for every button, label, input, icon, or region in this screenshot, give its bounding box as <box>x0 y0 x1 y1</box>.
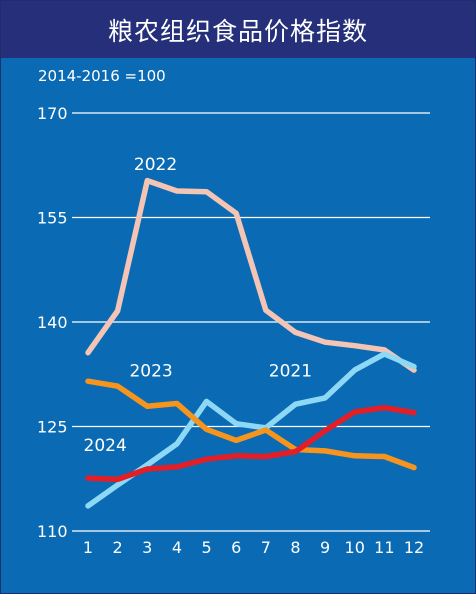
series-line-2022 <box>85 177 417 373</box>
x-tick-label: 12 <box>404 538 424 557</box>
x-tick-label: 7 <box>261 538 271 557</box>
series-line-2024 <box>85 404 417 483</box>
y-tick-label: 125 <box>37 418 68 437</box>
chart-title: 粮农组织食品价格指数 <box>1 1 475 58</box>
x-tick-label: 5 <box>201 538 211 557</box>
series-label-2024: 2024 <box>84 436 127 456</box>
series-label-2023: 2023 <box>129 361 172 381</box>
x-tick-label: 10 <box>345 538 365 557</box>
x-tick-label: 6 <box>231 538 241 557</box>
x-tick-label: 4 <box>172 538 182 557</box>
series-label-2021: 2021 <box>269 361 312 381</box>
x-tick-label: 8 <box>290 538 300 557</box>
y-tick-label: 140 <box>37 313 68 332</box>
y-tick-label: 110 <box>37 522 68 541</box>
x-tick-label: 3 <box>142 538 152 557</box>
y-tick-label: 170 <box>37 104 68 123</box>
series-line-2023 <box>85 378 417 471</box>
x-tick-label: 11 <box>374 538 394 557</box>
x-tick-label: 9 <box>320 538 330 557</box>
x-tick-label: 1 <box>83 538 93 557</box>
x-tick-label: 2 <box>113 538 123 557</box>
chart-subtitle: 2014-2016 =100 <box>38 67 166 85</box>
y-tick-label: 155 <box>37 209 68 228</box>
series-label-2022: 2022 <box>134 155 177 175</box>
